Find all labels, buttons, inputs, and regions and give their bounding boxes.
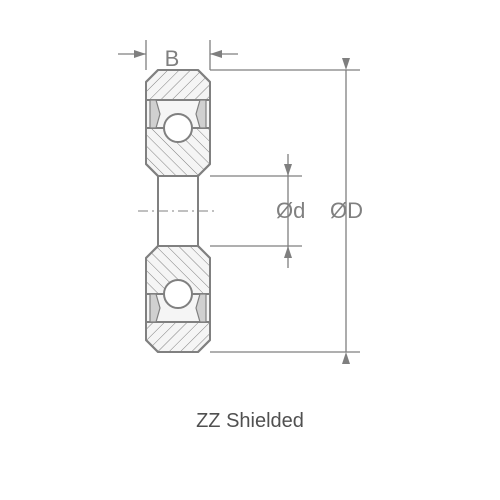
diagram-canvas: B Ød ØD ZZ Shielded bbox=[0, 0, 500, 500]
svg-text:ØD: ØD bbox=[330, 198, 363, 223]
caption-label: ZZ Shielded bbox=[0, 410, 500, 433]
svg-text:B: B bbox=[165, 46, 180, 71]
svg-text:Ød: Ød bbox=[276, 198, 305, 223]
